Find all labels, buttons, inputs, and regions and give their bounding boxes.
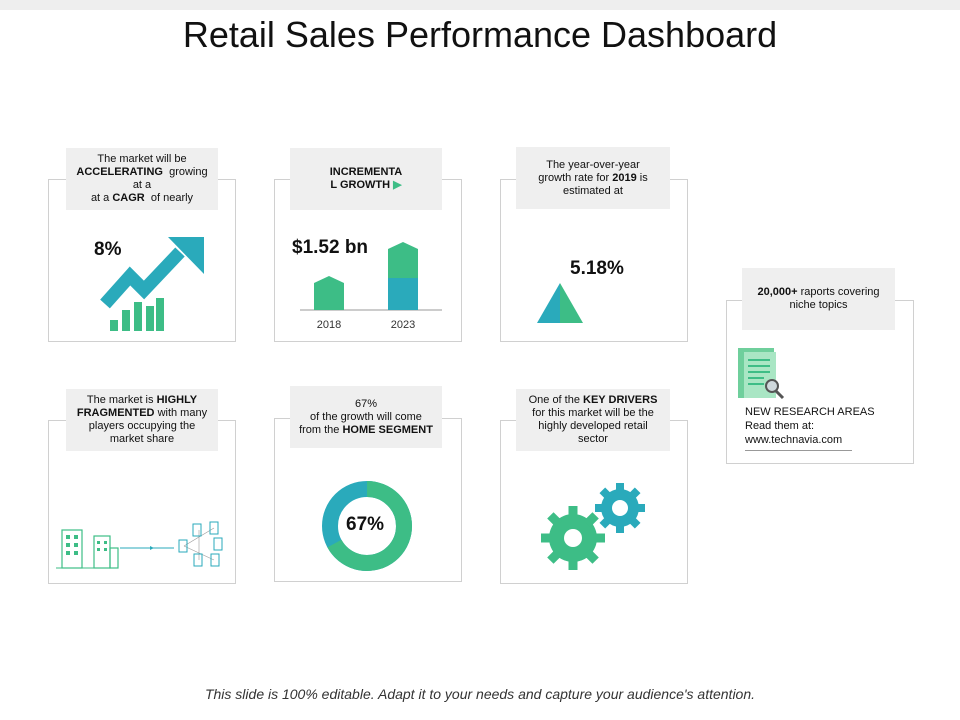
yoy-value: 5.18% [570,258,624,279]
segment-donut-chart [322,481,412,571]
research-link[interactable]: www.technavia.com [745,434,843,446]
triangle-icon [537,283,583,323]
cagr-caption: The market will be ACCELERATING growing … [66,148,218,210]
bar-label-2023: 2023 [391,319,415,331]
research-line-1: NEW RESEARCH AREAS [745,406,875,418]
page-title: Retail Sales Performance Dashboard [182,14,778,55]
research-document-icon [738,348,785,400]
footer-note: This slide is 100% editable. Adapt it to… [204,686,756,702]
gear-tooth [547,512,563,528]
research-caption: 20,000+ raports covering niche topics [742,268,895,330]
donut-segment-home [322,481,412,571]
fragmented-caption: The market is HIGHLY FRAGMENTED with man… [66,389,218,451]
bar-label-2018: 2018 [317,319,341,331]
play-icon: ▶ [393,179,402,191]
gear-tooth [599,514,614,529]
yoy-caption: The year-over-year growth rate for 2019 … [516,147,670,209]
gear-tooth [626,487,641,502]
growth-arrow-icon [100,237,204,331]
gear-tooth [616,483,624,495]
gear-tooth [633,504,645,512]
bar-2023-segment [388,278,418,310]
cagr-value: 8% [94,239,122,260]
gear-tooth [541,533,553,543]
research-underline [745,450,852,451]
research-line-2: Read them at: [745,420,815,432]
gear-tooth [583,512,599,528]
gears-icon [541,483,645,570]
top-bar [0,0,960,10]
bar-2018 [314,276,344,310]
gear-tooth [599,487,614,502]
gear-tooth [568,506,578,518]
growth-caption: INCREMENTA L GROWTH ▶ [290,148,442,210]
segment-caption: 67% of the growth will come from the HOM… [290,386,442,448]
buildings-network-icon [56,521,223,569]
gear-tooth [568,558,578,570]
gear-tooth [547,548,563,564]
gear-tooth [626,514,641,529]
gear-tooth [583,548,599,564]
gear-tooth [595,504,607,512]
growth-value: $1.52 bn [292,237,369,258]
gear-tooth [593,533,605,543]
segment-value: 67% [346,514,385,535]
gear-tooth [616,521,624,533]
drivers-caption: One of the KEY DRIVERS for this market w… [516,389,670,451]
growth-bar-chart: 2018 2023 [300,242,442,331]
